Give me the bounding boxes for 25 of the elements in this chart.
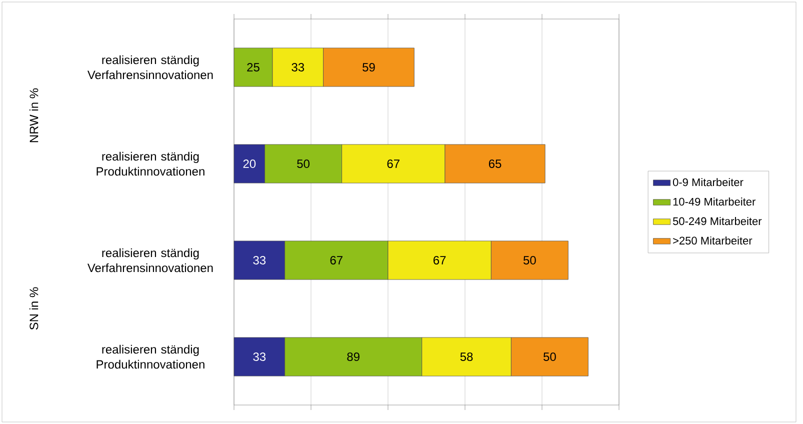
data-label: 33 <box>253 256 266 264</box>
data-label: 50 <box>523 256 536 264</box>
data-label: 59 <box>362 63 375 72</box>
y-tick-label: realisieren ständig Verfahrensinnovationen <box>87 248 213 272</box>
text: SN in % <box>29 287 38 330</box>
data-label: 20 <box>243 160 256 168</box>
data-label: 58 <box>460 352 473 361</box>
y-tick-label: realisieren ständig Produktinnovationen <box>96 152 204 176</box>
data-label: 65 <box>488 160 502 168</box>
data-label: 33 <box>253 352 266 361</box>
data-label: 67 <box>434 256 446 264</box>
data-label: 67 <box>330 256 342 264</box>
data-label: 25 <box>247 63 260 72</box>
legend-label: 50-249 Mitarbeiter <box>672 217 762 226</box>
legend-label: 0-9 Mitarbeiter <box>672 178 744 186</box>
legend-label: 10-49 Mitarbeiter <box>673 198 756 206</box>
data-label: 67 <box>387 160 400 168</box>
y-tick-label: realisieren ständig Produktinnovationen <box>96 344 204 369</box>
data-label: 50 <box>297 160 310 168</box>
text: NRW in % <box>29 88 38 142</box>
data-label: 33 <box>292 63 304 72</box>
data-label: 50 <box>544 352 556 361</box>
data-label: 89 <box>347 352 360 361</box>
legend-label: >250 Mitarbeiter <box>673 236 752 245</box>
y-tick-label: realisieren ständig Verfahrensinnovationen <box>87 55 213 80</box>
